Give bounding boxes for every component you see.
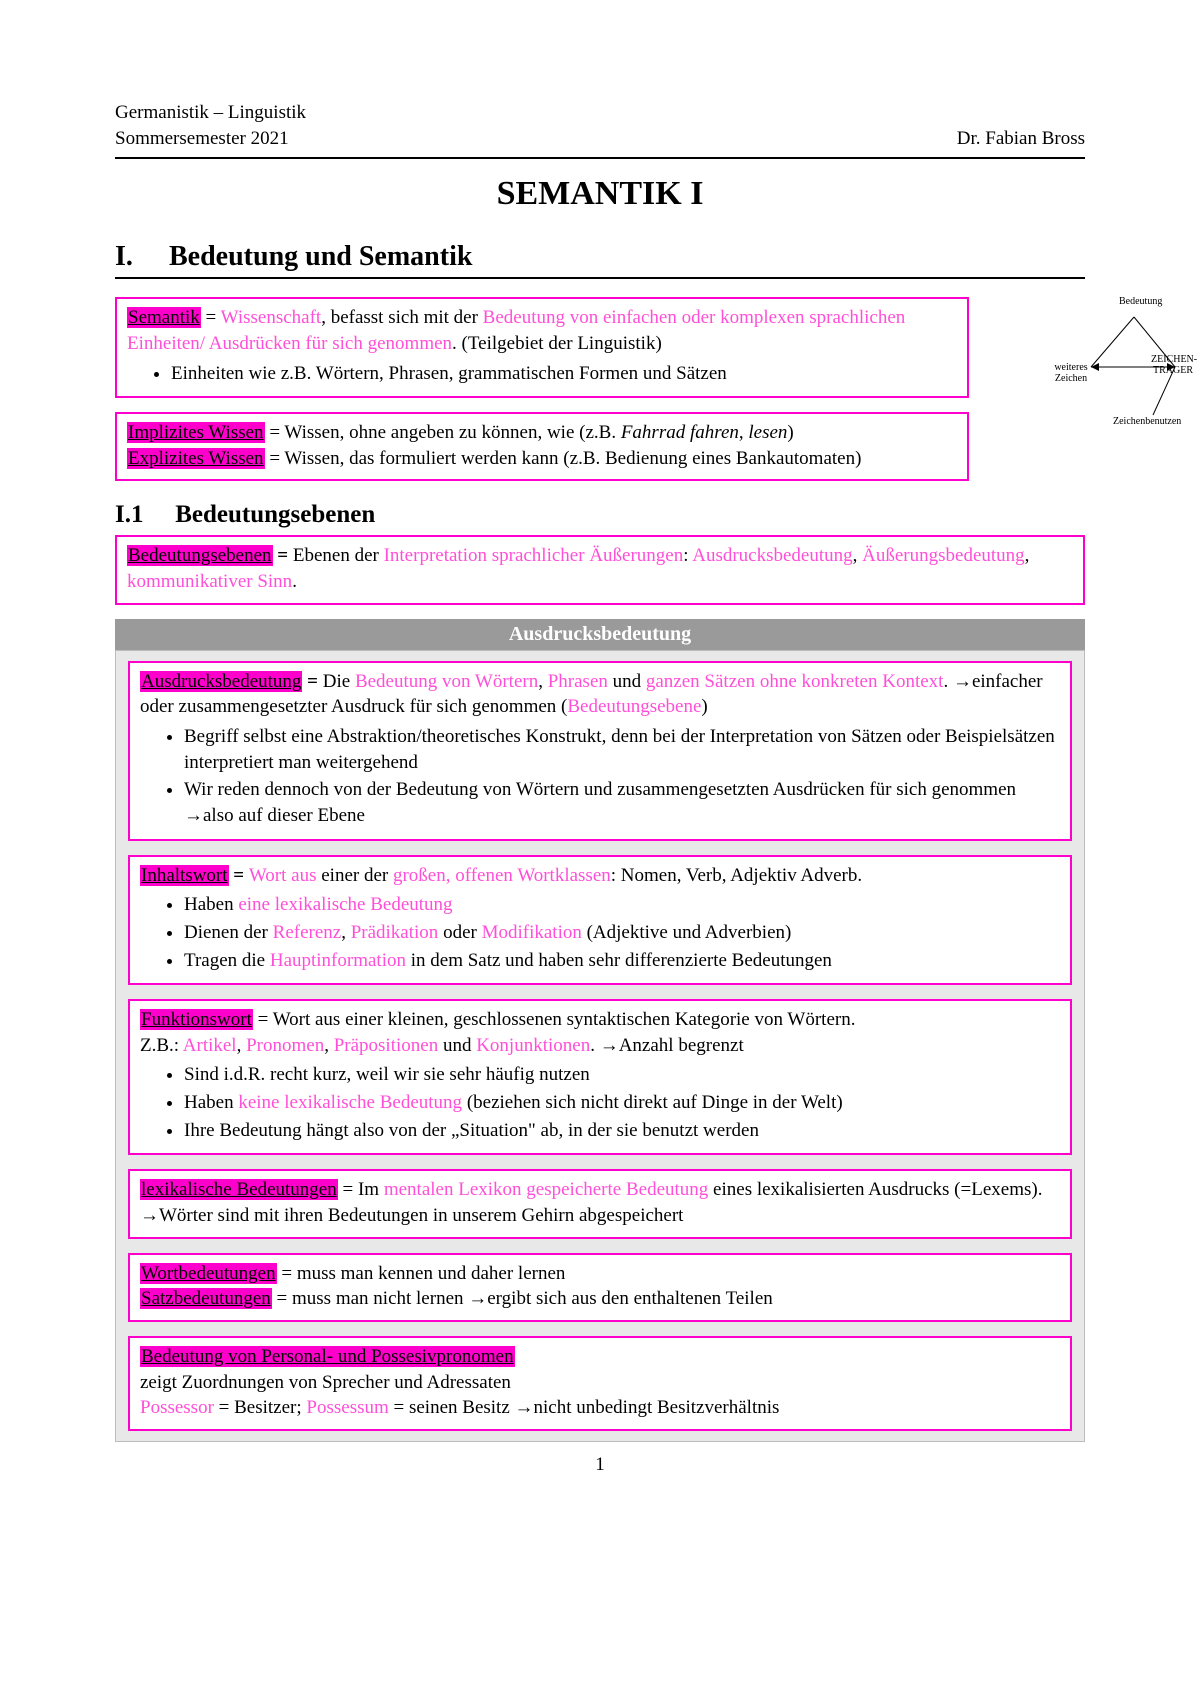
section-heading-1: I. Bedeutung und Semantik bbox=[115, 241, 1085, 279]
subsection-number: I.1 bbox=[115, 501, 169, 529]
subsection-heading: I.1 Bedeutungsebenen bbox=[115, 501, 1085, 529]
section-body: Bedeutung ZEICHEN- TRÄGER weiteres Zeich… bbox=[115, 297, 1085, 481]
subsection-title: Bedeutungsebenen bbox=[175, 501, 375, 528]
diagram-label-top: Bedeutung bbox=[1119, 297, 1162, 308]
doc-title: SEMANTIK I bbox=[115, 175, 1085, 213]
bullet: Einheiten wie z.B. Wörtern, Phrasen, gra… bbox=[171, 361, 957, 387]
page: Germanistik – Linguistik Sommersemester … bbox=[0, 0, 1200, 1697]
section-number: I. bbox=[115, 241, 169, 273]
diagram-label-bottom: Zeichenbenutzen bbox=[1113, 417, 1181, 428]
bullet: Haben keine lexikalische Bedeutung (bezi… bbox=[184, 1090, 1060, 1116]
page-number: 1 bbox=[115, 1454, 1085, 1476]
def-funktionswort: Funktionswort = Wort aus einer kleinen, … bbox=[128, 999, 1072, 1155]
header-left: Germanistik – Linguistik Sommersemester … bbox=[115, 100, 306, 151]
diagram-label-right: ZEICHEN- TRÄGER bbox=[1151, 355, 1195, 376]
bullet: Begriff selbst eine Abstraktion/theoreti… bbox=[184, 724, 1060, 775]
def-semantik: Semantik = Wissenschaft, befasst sich mi… bbox=[115, 297, 969, 398]
semester: Sommersemester 2021 bbox=[115, 126, 306, 152]
course-name: Germanistik – Linguistik bbox=[115, 100, 306, 126]
bullet: Dienen der Referenz, Prädikation oder Mo… bbox=[184, 920, 1060, 946]
bullet: Ihre Bedeutung hängt also von der „Situa… bbox=[184, 1118, 1060, 1144]
section-title: Bedeutung und Semantik bbox=[169, 241, 472, 273]
def-inhaltswort: Inhaltswort = Wort aus einer der großen,… bbox=[128, 855, 1072, 986]
sign-triangle-diagram: Bedeutung ZEICHEN- TRÄGER weiteres Zeich… bbox=[1077, 297, 1197, 457]
def-lexikalische-bedeutungen: lexikalische Bedeutungen = Im mentalen L… bbox=[128, 1169, 1072, 1238]
grey-header-bar: Ausdrucksbedeutung bbox=[115, 619, 1085, 650]
doc-header: Germanistik – Linguistik Sommersemester … bbox=[115, 100, 1085, 151]
term: Semantik bbox=[127, 307, 201, 328]
bullet: Sind i.d.R. recht kurz, weil wir sie seh… bbox=[184, 1062, 1060, 1088]
lecturer: Dr. Fabian Bross bbox=[957, 126, 1085, 152]
diagram-label-left: weiteres Zeichen bbox=[1049, 363, 1093, 384]
bullet: Haben eine lexikalische Bedeutung bbox=[184, 892, 1060, 918]
def-pronomen: Bedeutung von Personal- und Possesivpron… bbox=[128, 1336, 1072, 1431]
grey-container: Ausdrucksbedeutung = Die Bedeutung von W… bbox=[115, 650, 1085, 1442]
def-bedeutungsebenen: Bedeutungsebenen = Ebenen der Interpreta… bbox=[115, 535, 1085, 604]
def-wort-satzbedeutungen: Wortbedeutungen = muss man kennen und da… bbox=[128, 1253, 1072, 1322]
header-rule bbox=[115, 157, 1085, 159]
def-ausdrucksbedeutung: Ausdrucksbedeutung = Die Bedeutung von W… bbox=[128, 661, 1072, 841]
bullet: Wir reden dennoch von der Bedeutung von … bbox=[184, 777, 1060, 828]
bullet: Tragen die Hauptinformation in dem Satz … bbox=[184, 948, 1060, 974]
def-implizites-explizites: Implizites Wissen = Wissen, ohne angeben… bbox=[115, 412, 969, 481]
